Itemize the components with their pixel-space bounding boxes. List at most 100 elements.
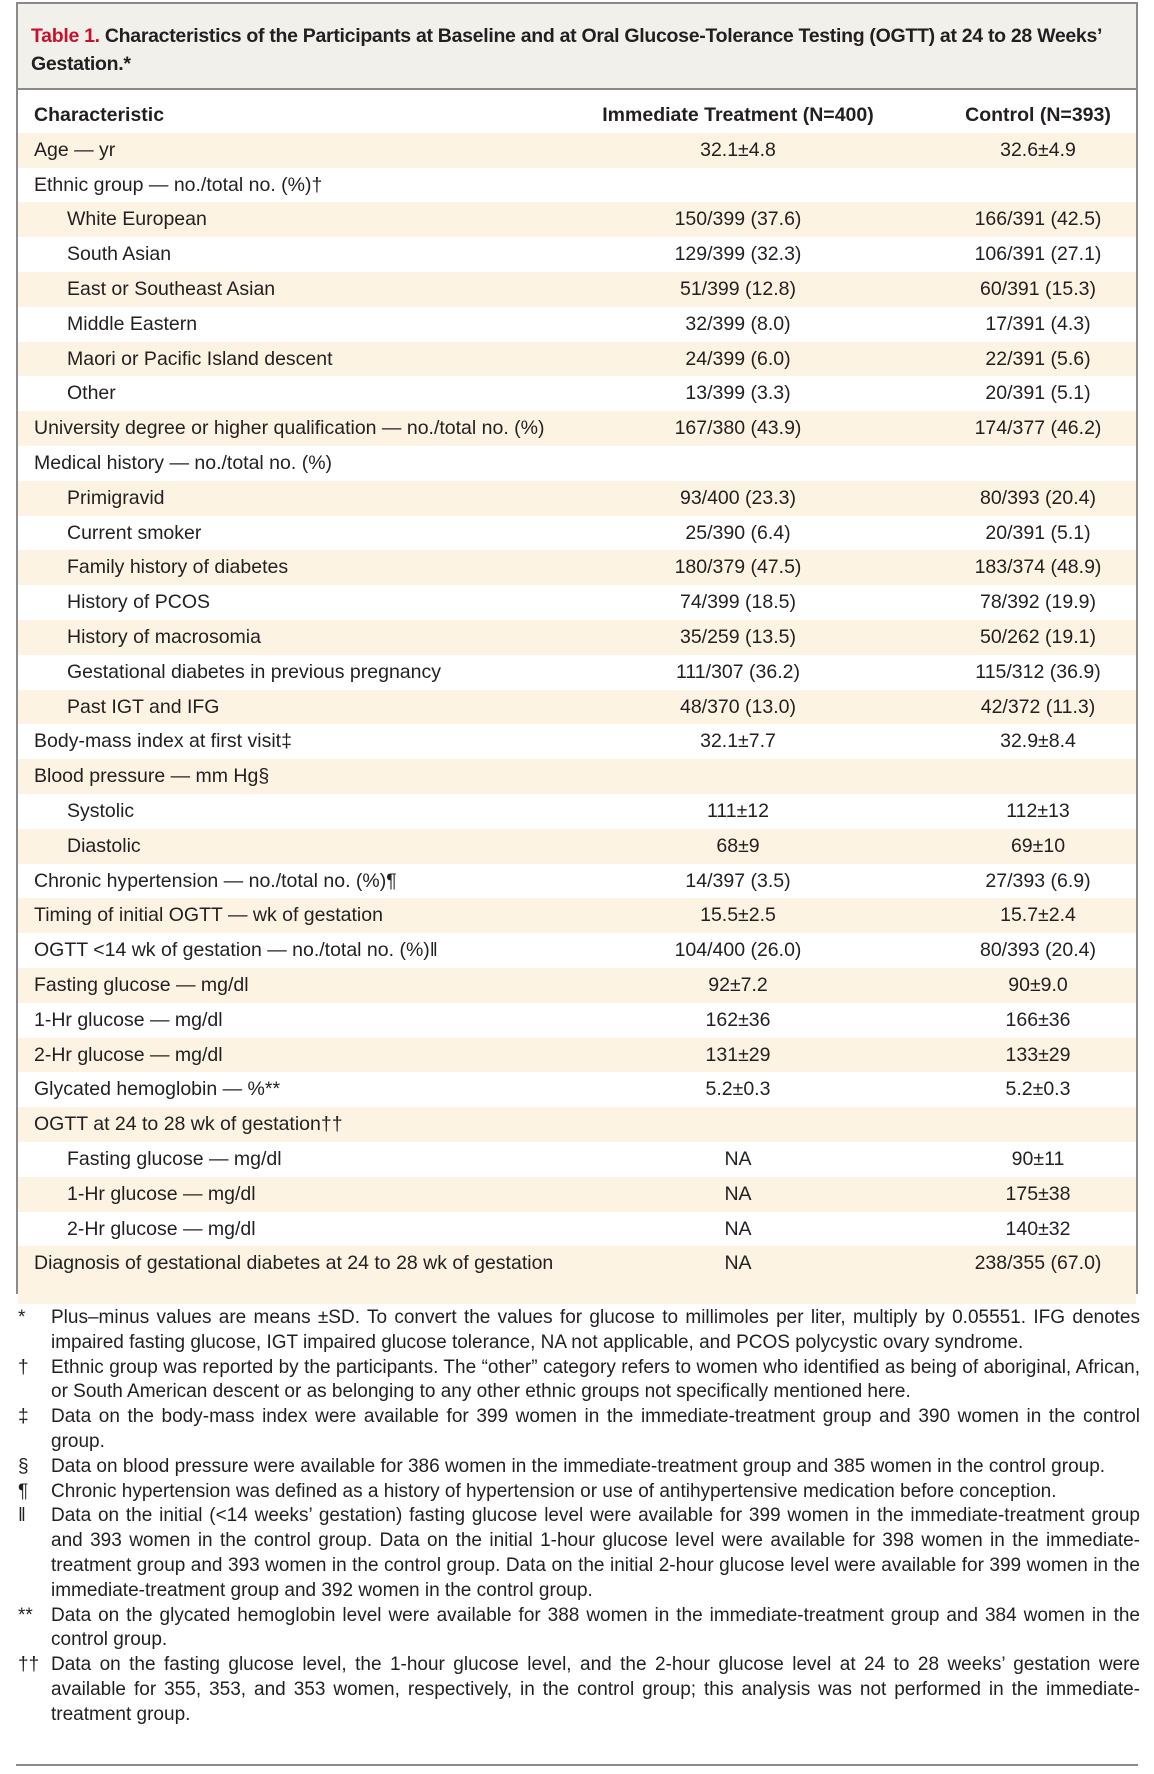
- immediate-value: 35/259 (13.5): [679, 625, 796, 648]
- control-value: 60/391 (15.3): [979, 277, 1096, 300]
- row-label: 1-Hr glucose — mg/dl: [34, 1008, 223, 1031]
- footnote: * Plus–minus values are means ±SD. To con…: [16, 1306, 1140, 1356]
- row-label: East or Southeast Asian: [67, 277, 276, 300]
- table-row: University degree or higher qualificatio…: [18, 411, 1136, 446]
- row-label: Maori or Pacific Island descent: [67, 347, 333, 370]
- control-value: 22/391 (5.6): [985, 347, 1091, 370]
- row-label: Blood pressure — mm Hg§: [34, 765, 270, 788]
- footnote: § Data on blood pressure were available f…: [16, 1455, 1140, 1480]
- table-row: History of macrosomia 35/259 (13.5) 50/262…: [18, 619, 1136, 655]
- row-label: Past IGT and IFG: [67, 695, 220, 718]
- immediate-value: 104/400 (26.0): [674, 939, 802, 962]
- table-row: Age — yr 32.1±4.8 32.6±4.9: [18, 132, 1136, 168]
- table-row: OGTT <14 wk of gestation — no./total no.…: [18, 933, 1136, 968]
- immediate-value: 93/400 (23.3): [679, 486, 796, 509]
- table-row: 2-Hr glucose — mg/dl NA 140±32: [18, 1212, 1136, 1247]
- footnote-symbol: ¶: [18, 1480, 29, 1502]
- row-label: Timing of initial OGTT — wk of gestation: [34, 904, 383, 927]
- footnote-symbol: †: [18, 1356, 29, 1378]
- control-value: 166±36: [1005, 1008, 1071, 1031]
- row-label: Current smoker: [67, 521, 202, 544]
- row-label: Body-mass index at first visit‡: [34, 730, 292, 753]
- immediate-value: 25/390 (6.4): [685, 521, 791, 544]
- table-row: Gestational diabetes in previous pregnan…: [18, 655, 1136, 690]
- control-value: 106/391 (27.1): [974, 243, 1102, 266]
- table-row: Diastolic 68±9 69±10: [18, 828, 1136, 864]
- row-label: White European: [67, 208, 207, 231]
- immediate-value: 111/307 (36.2): [676, 660, 800, 683]
- immediate-value: 48/370 (13.0): [679, 695, 796, 718]
- control-value: 20/391 (5.1): [985, 521, 1091, 544]
- table-row: Glycated hemoglobin — %** 5.2±0.3 5.2±0.3: [18, 1072, 1136, 1107]
- control-value: 42/372 (11.3): [980, 695, 1096, 718]
- row-label: OGTT <14 wk of gestation — no./total no.…: [34, 939, 438, 962]
- table-row: Chronic hypertension — no./total no. (%)…: [18, 864, 1136, 899]
- footnote-text: Data on the fasting glucose level, the 1…: [51, 1654, 1140, 1725]
- table-row: Diagnosis of gestational diabetes at 24 …: [18, 1246, 1136, 1305]
- control-value: 140±32: [1005, 1217, 1071, 1240]
- row-label: Middle Eastern: [67, 312, 198, 335]
- footnote-text: Ethnic group was reported by the partici…: [51, 1356, 1140, 1403]
- immediate-value: 24/399 (6.0): [685, 347, 791, 370]
- table-row: 1-Hr glucose — mg/dl NA 175±38: [18, 1176, 1136, 1212]
- table-row: Ethnic group — no./total no. (%)†: [18, 168, 1136, 203]
- table-row: Systolic 111±12 112±13: [18, 794, 1136, 829]
- table-row: Blood pressure — mm Hg§: [18, 759, 1136, 794]
- control-value: 166/391 (42.5): [974, 208, 1102, 231]
- row-label: Family history of diabetes: [67, 556, 289, 579]
- row-label: 1-Hr glucose — mg/dl: [67, 1182, 256, 1205]
- immediate-value: 32.1±7.7: [700, 730, 776, 753]
- control-value: 183/374 (48.9): [974, 556, 1102, 579]
- table-caption: Characteristics of the Participants at B…: [31, 25, 1102, 75]
- control-value: 20/391 (5.1): [985, 382, 1091, 405]
- control-value: 32.6±4.9: [1000, 138, 1076, 161]
- table-row: East or Southeast Asian 51/399 (12.8) 60/3…: [18, 271, 1136, 307]
- table-row: Timing of initial OGTT — wk of gestation…: [18, 898, 1136, 934]
- immediate-value: 131±29: [705, 1043, 771, 1066]
- immediate-value: 14/397 (3.5): [685, 869, 791, 892]
- footnotes: * Plus–minus values are means ±SD. To con…: [16, 1306, 1140, 1728]
- column-header-characteristic: Characteristic: [34, 104, 165, 126]
- footnote-symbol: ††: [18, 1654, 40, 1676]
- footnote-text: Data on the glycated hemoglobin level we…: [51, 1604, 1140, 1651]
- control-value: 115/312 (36.9): [975, 660, 1101, 683]
- immediate-value: 111±12: [706, 799, 770, 822]
- row-label: Systolic: [67, 799, 135, 822]
- table-row: Past IGT and IFG 48/370 (13.0) 42/372 (11.…: [18, 689, 1136, 725]
- row-label: Diastolic: [67, 834, 141, 857]
- row-label: University degree or higher qualificatio…: [34, 417, 545, 440]
- control-value: 80/393 (20.4): [979, 939, 1096, 962]
- control-value: 133±29: [1005, 1043, 1071, 1066]
- immediate-value: NA: [724, 1252, 752, 1275]
- immediate-value: 51/399 (12.8): [679, 277, 796, 300]
- immediate-value: 32/399 (8.0): [685, 312, 791, 335]
- table-row: Maori or Pacific Island descent 24/399 (6…: [18, 341, 1136, 377]
- column-header-control: Control (N=393): [965, 104, 1111, 126]
- table-row: Family history of diabetes 180/379 (47.5)…: [18, 550, 1136, 586]
- column-header-immediate: Immediate Treatment (N=400): [602, 104, 874, 126]
- table-row: Other 13/399 (3.3) 20/391 (5.1): [18, 376, 1136, 411]
- footnote: ‡ Data on the body-mass index were availa…: [16, 1405, 1140, 1455]
- table-row: Fasting glucose — mg/dl 92±7.2 90±9.0: [18, 967, 1136, 1003]
- row-label: Glycated hemoglobin — %**: [34, 1078, 281, 1101]
- footnote-text: Data on the initial (<14 weeks’ gestatio…: [51, 1505, 1140, 1601]
- footnote: ** Data on the glycated hemoglobin level …: [16, 1604, 1140, 1654]
- immediate-value: 15.5±2.5: [700, 904, 776, 927]
- immediate-value: 74/399 (18.5): [679, 591, 796, 614]
- table-row: History of PCOS 74/399 (18.5) 78/392 (19.9…: [18, 585, 1136, 620]
- table-label: Table 1.: [31, 25, 100, 47]
- row-label: South Asian: [67, 243, 172, 266]
- control-value: 17/391 (4.3): [985, 312, 1091, 335]
- table-row: Body-mass index at first visit‡ 32.1±7.7 3…: [18, 724, 1136, 759]
- row-label: Age — yr: [34, 138, 116, 161]
- immediate-value: NA: [724, 1147, 752, 1170]
- immediate-value: 68±9: [716, 834, 760, 857]
- table-row: South Asian 129/399 (32.3) 106/391 (27.1): [18, 237, 1136, 272]
- control-value: 5.2±0.3: [1005, 1078, 1071, 1101]
- table-row: OGTT at 24 to 28 wk of gestation††: [18, 1107, 1136, 1142]
- footnote: ¶ Chronic hypertension was defined as a h…: [16, 1480, 1140, 1505]
- immediate-value: NA: [724, 1182, 752, 1205]
- row-label: History of PCOS: [67, 591, 211, 614]
- footnote: † Ethnic group was reported by the partic…: [16, 1356, 1140, 1406]
- control-value: 80/393 (20.4): [979, 486, 1096, 509]
